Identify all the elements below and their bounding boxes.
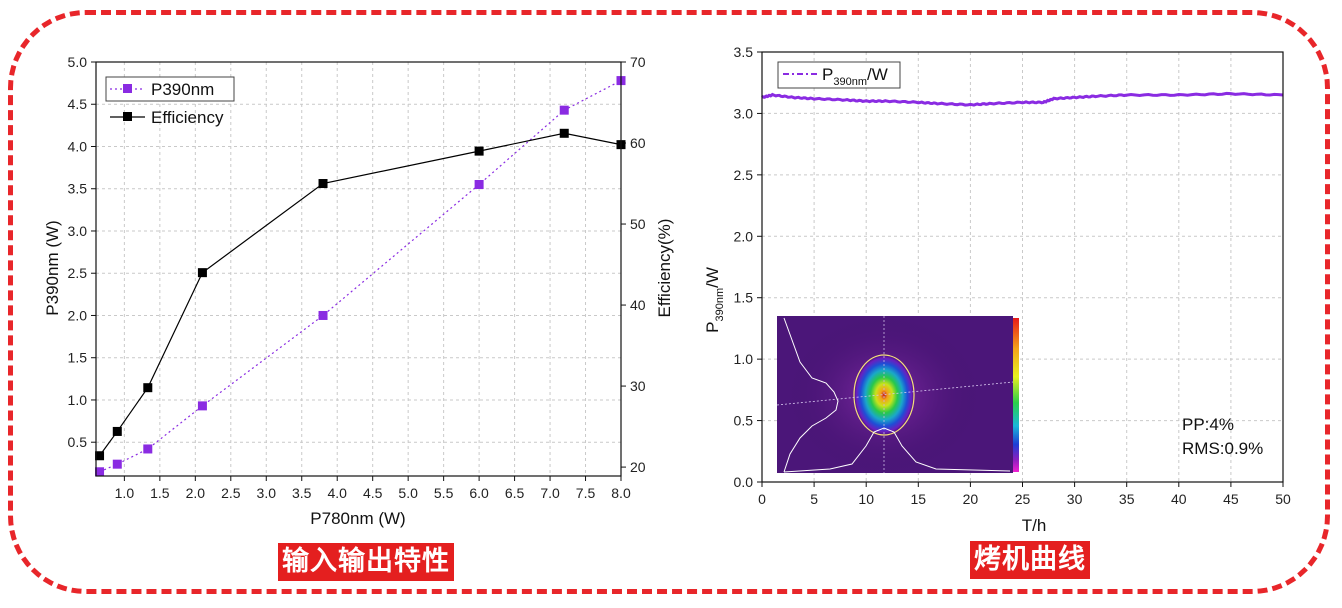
- efficiency-point: [318, 179, 328, 189]
- left-y-tick-label: 4.5: [68, 96, 88, 112]
- bake-test-caption: 烤机曲线: [970, 541, 1090, 579]
- left-plot-frame: [95, 61, 622, 477]
- efficiency-point: [95, 451, 105, 461]
- right-x-axis-label: T/h: [1022, 516, 1047, 535]
- left-y-tick-label: 4.0: [68, 138, 88, 154]
- right-y-axis-label: Efficiency(%): [655, 219, 674, 318]
- left-y-tick-label: 5.0: [68, 54, 88, 70]
- right-plot-frame: [761, 51, 1284, 483]
- left-x-tick-label: 4.5: [363, 485, 383, 501]
- right-x-tick-label: 20: [963, 491, 979, 507]
- left-x-tick-label: 1.0: [115, 485, 135, 501]
- p390-point: [197, 401, 207, 411]
- p390-point: [474, 180, 484, 190]
- left-y-tick-label: 3.0: [68, 223, 88, 239]
- input-output-caption: 输入输出特性: [278, 543, 454, 581]
- right-legend: P390nm/W: [777, 61, 901, 89]
- efficiency-point: [559, 128, 569, 138]
- left-x-tick-label: 6.0: [469, 485, 489, 501]
- efficiency-point: [197, 268, 207, 278]
- right-x-tick-label: 40: [1171, 491, 1187, 507]
- legend-p390-label: P390nm: [151, 80, 214, 99]
- dashed-frame: [8, 10, 1330, 594]
- right-x-tick-label: 0: [758, 491, 766, 507]
- left-x-tick-label: 2.5: [221, 485, 241, 501]
- rms-annotation: RMS:0.9%: [1182, 439, 1263, 458]
- left-y-tick-label: 2.0: [68, 307, 88, 323]
- right-y-tick-label: 3.0: [734, 105, 754, 121]
- right-y-tick-label: 1.5: [734, 290, 754, 306]
- right-x-tick-label: 50: [1275, 491, 1291, 507]
- input-output-chart: 1.0 1.5 2.0 2.5 3.0 3.5 4.0 4.5 5.0 5.5 6.0 6.5 7.0 7…: [43, 54, 674, 528]
- right-y-tick-label: 3.5: [734, 44, 754, 60]
- left-x-tick-label: 3.5: [292, 485, 312, 501]
- legend-p390-marker: [123, 84, 132, 93]
- p390-point: [559, 105, 569, 115]
- left-x-tick-label: 5.5: [434, 485, 454, 501]
- left-legend: P390nm Efficiency: [105, 76, 235, 127]
- right-x-tick-label: 5: [810, 491, 818, 507]
- right-x-tick-label: 25: [1015, 491, 1031, 507]
- right-y-tick-label: 0.0: [734, 474, 754, 490]
- left-y-tick-label: 1.5: [68, 350, 88, 366]
- p390-point: [318, 310, 328, 320]
- left-x-tick-label: 2.0: [186, 485, 206, 501]
- left-y-axis-label: P390nm (W): [43, 220, 62, 315]
- legend-efficiency-marker: [123, 112, 132, 121]
- left-x-axis-label: P780nm (W): [310, 509, 405, 528]
- right-legend-label: P390nm/W: [822, 65, 888, 88]
- right-y-tick-label: 30: [630, 378, 646, 394]
- beam-profile-inset: [776, 316, 1019, 473]
- right-y-tick-label: 2.5: [734, 167, 754, 183]
- efficiency-point: [112, 426, 122, 436]
- right-y-tick-label: 40: [630, 297, 646, 313]
- right-y-tick-label: 20: [630, 459, 646, 475]
- right-y-tick-label: 50: [630, 216, 646, 232]
- left-y-tick-label: 1.0: [68, 392, 88, 408]
- efficiency-point: [474, 146, 484, 156]
- bake-test-chart: 0 5 10 15 20 25 30 35 40 45 50 0.0 0.5 1.0 1.5 2.0 2.5 3…: [703, 44, 1291, 535]
- p390-point: [112, 459, 122, 469]
- right-y-tick-label: 1.0: [734, 351, 754, 367]
- p390-point: [143, 444, 153, 454]
- legend-efficiency-label: Efficiency: [151, 108, 224, 127]
- left-x-tick-label: 7.0: [540, 485, 560, 501]
- right-x-tick-label: 30: [1067, 491, 1083, 507]
- right-y-tick-label: 60: [630, 135, 646, 151]
- right-x-tick-label: 45: [1223, 491, 1239, 507]
- left-x-tick-label: 1.5: [150, 485, 170, 501]
- left-x-tick-label: 5.0: [398, 485, 418, 501]
- left-x-tick-label: 7.5: [576, 485, 596, 501]
- right-y-tick-label: 2.0: [734, 228, 754, 244]
- p390-point: [95, 467, 105, 477]
- left-y-tick-label: 0.5: [68, 434, 88, 450]
- right-y-tick-label: 70: [630, 54, 646, 70]
- pp-annotation: PP:4%: [1182, 415, 1234, 434]
- left-y-tick-label: 3.5: [68, 181, 88, 197]
- right-x-tick-label: 35: [1119, 491, 1135, 507]
- left-y-tick-label: 2.5: [68, 265, 88, 281]
- left-x-tick-label: 3.0: [257, 485, 277, 501]
- right-x-tick-label: 10: [858, 491, 874, 507]
- efficiency-series-line: [99, 132, 622, 457]
- left-x-tick-label: 6.5: [505, 485, 525, 501]
- right-y-tick-label: 0.5: [734, 413, 754, 429]
- p390-time-series-line: [761, 91, 1284, 107]
- efficiency-point: [143, 383, 153, 393]
- left-x-tick-label: 8.0: [611, 485, 631, 501]
- right-x-tick-label: 15: [911, 491, 927, 507]
- left-x-tick-label: 4.0: [327, 485, 347, 501]
- p390-series-line: [99, 80, 622, 473]
- right-chart-y-axis-label: P390nm/W: [703, 267, 726, 333]
